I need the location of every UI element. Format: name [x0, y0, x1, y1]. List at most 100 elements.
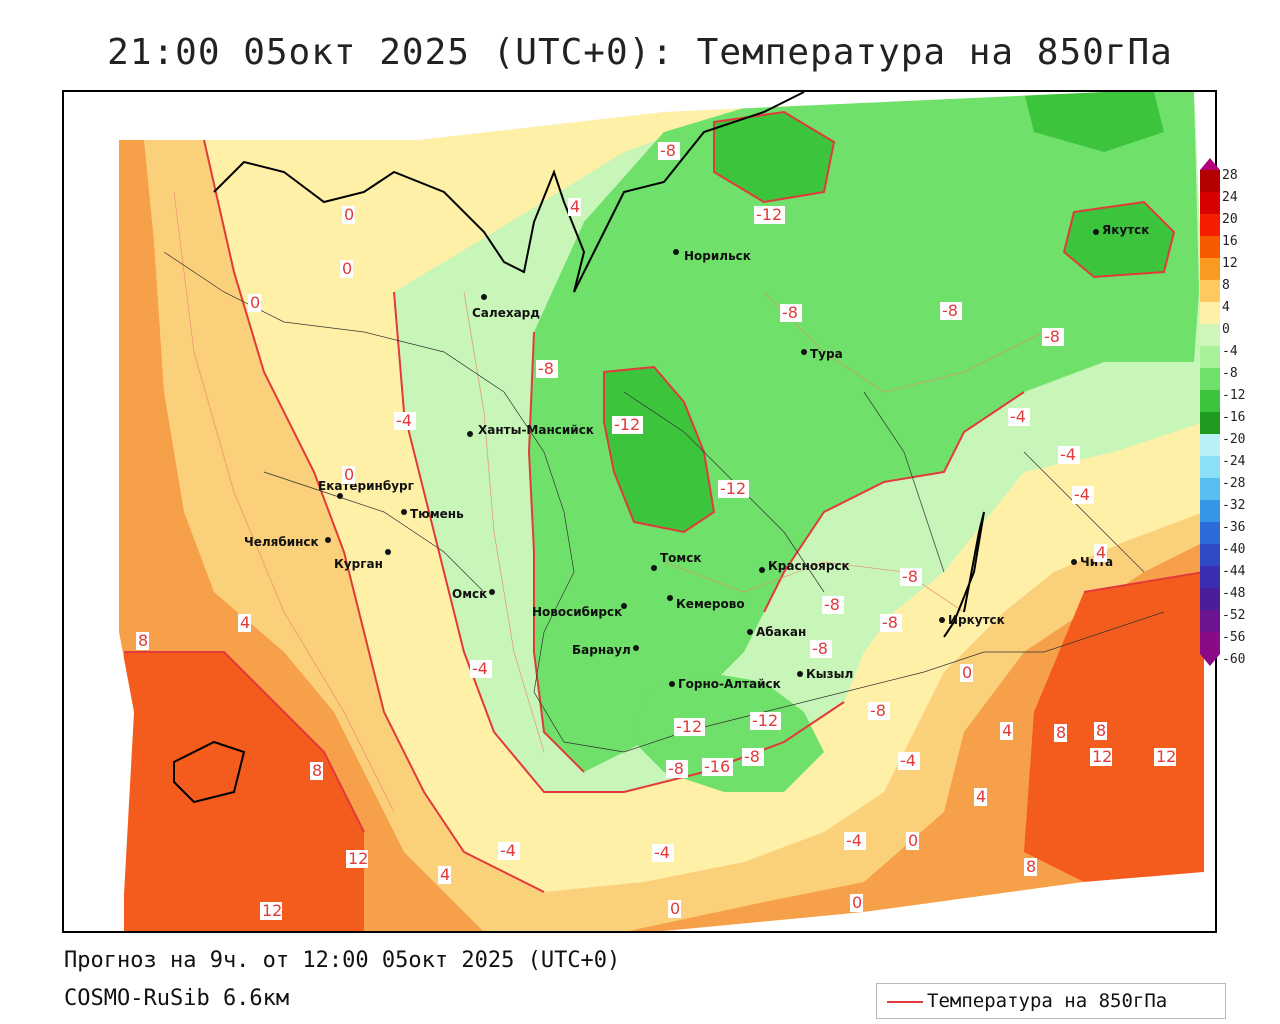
contour-label: -8	[538, 359, 554, 378]
contour-label: 12	[262, 901, 282, 920]
contour-label-bg	[906, 832, 919, 850]
city-label: Кызыл	[806, 667, 853, 681]
contour-label: -4	[500, 841, 516, 860]
scale-swatch	[1200, 610, 1220, 632]
contour-label-bg	[900, 568, 922, 586]
contour-label-bg	[940, 302, 962, 320]
city-label: Томск	[660, 551, 702, 565]
contour-label: -4	[654, 843, 670, 862]
scale-swatch	[1200, 632, 1220, 654]
contour-label-bg	[310, 762, 323, 780]
contour-label-bg	[498, 842, 520, 860]
city-marker	[621, 603, 627, 609]
contour-label: -12	[720, 479, 746, 498]
map-panel: Норильск Якутск Салехард Тура Ханты-Мансийск…	[62, 90, 1217, 933]
contour-label-bg	[238, 614, 251, 632]
contour-label-bg	[346, 850, 368, 868]
legend-label: Температура на 850гПа	[927, 990, 1168, 1012]
contour-label: 8	[1096, 721, 1106, 740]
city-marker	[489, 589, 495, 595]
contour-label-bg	[668, 900, 681, 918]
contour-label-bg	[248, 294, 261, 312]
contour-label-bg	[1054, 724, 1067, 742]
scale-label: -32	[1222, 498, 1246, 513]
field-cold-m12-ne	[1024, 92, 1164, 152]
contour-label-bg	[394, 412, 416, 430]
scale-swatch	[1200, 280, 1220, 302]
contour-label: 0	[670, 899, 680, 918]
contour-label: -8	[942, 301, 958, 320]
city-marker	[667, 595, 673, 601]
contour-label: 8	[1026, 857, 1036, 876]
contour-label: 0	[852, 893, 862, 912]
contour-label-bg	[1008, 408, 1030, 426]
city-marker	[337, 493, 343, 499]
scale-label: -24	[1222, 454, 1246, 469]
city-label: Абакан	[756, 625, 806, 639]
contour-label-bg	[1090, 748, 1112, 766]
domain-mask-top	[64, 92, 1215, 140]
contour-label-bg	[536, 360, 558, 378]
city-label: Тюмень	[410, 507, 464, 521]
scale-label: 0	[1222, 322, 1230, 337]
scale-label: 24	[1222, 190, 1238, 205]
city-marker	[759, 567, 765, 573]
contour-label: 12	[1156, 747, 1176, 766]
coastline	[173, 92, 985, 804]
contour-label: -16	[704, 757, 730, 776]
city-label: Новосибирск	[532, 605, 622, 619]
city-marker	[401, 509, 407, 515]
thin-isotherms	[173, 191, 1045, 813]
scale-label: -52	[1222, 608, 1246, 623]
contour-label-bg	[1094, 722, 1107, 740]
scale-swatch	[1200, 236, 1220, 258]
contour-label: 4	[240, 613, 250, 632]
contour-label-bg	[568, 198, 581, 216]
city-marker	[939, 617, 945, 623]
contour-label: -8	[870, 701, 886, 720]
contour-label: 4	[1096, 543, 1106, 562]
city-label: Барнаул	[572, 643, 631, 657]
contour-label: -4	[900, 751, 916, 770]
contour-label-bg	[718, 480, 749, 498]
contour-label: 0	[342, 259, 352, 278]
scale-swatch	[1200, 390, 1220, 412]
scale-label: -36	[1222, 520, 1246, 535]
contour-label-bg	[702, 758, 733, 776]
cities-layer: Норильск Якутск Салехард Тура Ханты-Мансийск…	[244, 223, 1149, 691]
domain-mask-left	[64, 92, 134, 931]
contour-label-bg	[666, 760, 688, 778]
contour-label-bg	[1094, 544, 1107, 562]
contour-label: 8	[1056, 723, 1066, 742]
contour-label-bg	[1000, 722, 1013, 740]
contour-label: 8	[312, 761, 322, 780]
scale-swatch	[1200, 192, 1220, 214]
contour-label: 12	[1092, 747, 1112, 766]
scale-swatch	[1200, 588, 1220, 610]
city-label: Тура	[810, 347, 843, 361]
city-label: Екатеринбург	[318, 479, 414, 493]
city-label: Кемерово	[676, 597, 745, 611]
contour-label: 0	[344, 205, 354, 224]
contour-label-bg	[612, 416, 643, 434]
contour-label-bg	[810, 640, 832, 658]
contour-label-bg	[844, 832, 866, 850]
scale-top-arrow	[1200, 158, 1220, 170]
scale-swatch	[1200, 500, 1220, 522]
scale-swatch	[1200, 478, 1220, 500]
contour-label: 4	[570, 197, 580, 216]
field-cold-m8	[529, 92, 1199, 772]
city-marker	[633, 645, 639, 651]
contour-label: -8	[744, 747, 760, 766]
legend: Температура на 850гПа	[876, 983, 1226, 1019]
city-marker	[651, 565, 657, 571]
scale-bottom-arrow	[1200, 654, 1220, 666]
contour-label: -4	[1010, 407, 1026, 426]
contour-label-bg	[898, 752, 920, 770]
field-warm-12-sw	[124, 652, 364, 931]
city-label: Омск	[452, 587, 487, 601]
scale-swatch	[1200, 368, 1220, 390]
contour-label-bg	[960, 664, 973, 682]
chart-title: 21:00 05окт 2025 (UTC+0): Температура на…	[107, 32, 1173, 73]
contour-label: -8	[812, 639, 828, 658]
